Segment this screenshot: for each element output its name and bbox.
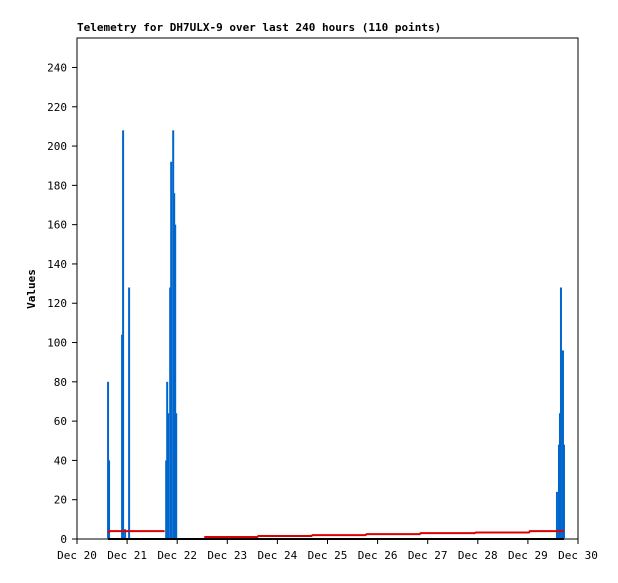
y-tick-label: 160 bbox=[47, 219, 67, 232]
y-tick-label: 120 bbox=[47, 297, 67, 310]
x-tick-label: Dec 27 bbox=[408, 549, 448, 562]
bar bbox=[167, 413, 170, 539]
y-tick-label: 20 bbox=[54, 494, 67, 507]
y-axis-label: Values bbox=[25, 269, 38, 309]
bar bbox=[558, 413, 561, 539]
y-tick-label: 180 bbox=[47, 179, 67, 192]
y-tick-label: 240 bbox=[47, 61, 67, 74]
chart-title: Telemetry for DH7ULX-9 over last 240 hou… bbox=[77, 21, 441, 34]
bar bbox=[555, 491, 558, 539]
bar bbox=[172, 130, 175, 539]
bar bbox=[562, 444, 565, 539]
line bbox=[107, 530, 564, 539]
x-tick-label: Dec 29 bbox=[508, 549, 548, 562]
y-tick-label: 80 bbox=[54, 376, 67, 389]
x-tick-label: Dec 22 bbox=[157, 549, 197, 562]
x-tick-label: Dec 23 bbox=[207, 549, 247, 562]
y-tick-label: 40 bbox=[54, 454, 67, 467]
bar bbox=[107, 381, 110, 539]
bar bbox=[174, 224, 177, 539]
x-tick-label: Dec 25 bbox=[308, 549, 348, 562]
bar bbox=[124, 529, 127, 539]
x-tick-label: Dec 20 bbox=[57, 549, 97, 562]
y-tick-label: 200 bbox=[47, 140, 67, 153]
y-tick-label: 60 bbox=[54, 415, 67, 428]
bar bbox=[557, 444, 560, 539]
x-tick-label: Dec 26 bbox=[358, 549, 398, 562]
bar bbox=[122, 130, 125, 539]
bar bbox=[121, 334, 124, 539]
bar bbox=[173, 193, 176, 539]
bar bbox=[175, 413, 178, 539]
bar bbox=[169, 287, 172, 539]
x-tick-label: Dec 30 bbox=[558, 549, 598, 562]
y-tick-label: 220 bbox=[47, 101, 67, 114]
y-tick-label: 140 bbox=[47, 258, 67, 271]
bar bbox=[559, 287, 562, 539]
bar bbox=[166, 381, 169, 539]
x-tick-label: Dec 24 bbox=[258, 549, 298, 562]
x-tick-label: Dec 28 bbox=[458, 549, 498, 562]
y-tick-label: 0 bbox=[60, 533, 67, 546]
bar bbox=[165, 460, 168, 539]
bar bbox=[128, 287, 131, 539]
x-tick-label: Dec 21 bbox=[107, 549, 147, 562]
y-tick-label: 100 bbox=[47, 337, 67, 350]
bar bbox=[108, 460, 111, 539]
bar bbox=[561, 350, 564, 539]
bar bbox=[170, 161, 173, 539]
